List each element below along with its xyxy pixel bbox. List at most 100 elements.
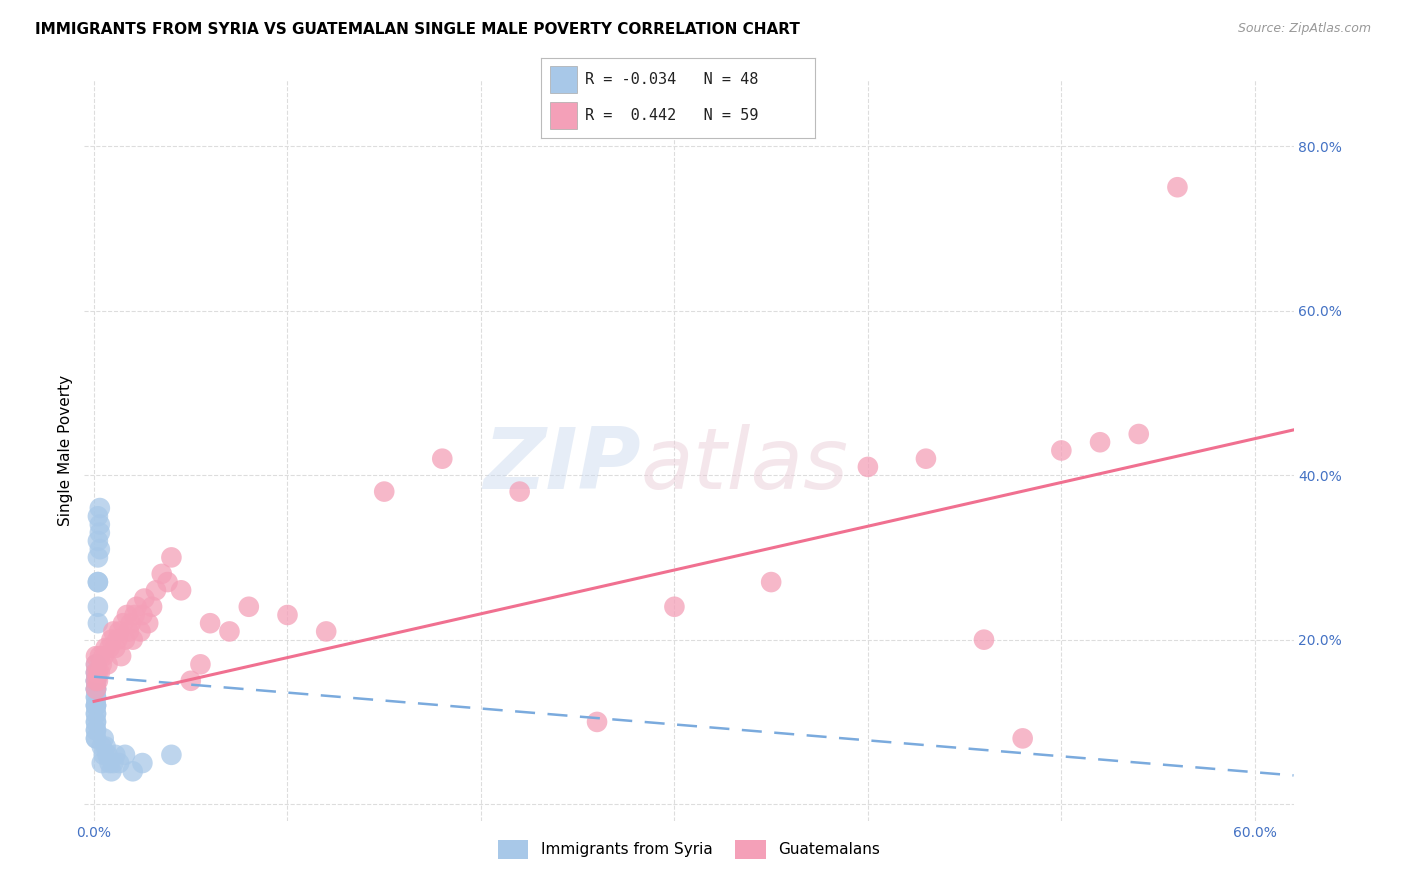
Point — [110, 649, 132, 664]
Point — [156, 575, 179, 590]
Point — [84, 698, 107, 713]
Point — [1128, 427, 1150, 442]
Point — [160, 747, 183, 762]
Point — [180, 673, 202, 688]
Point — [373, 484, 395, 499]
Point — [118, 624, 141, 639]
Point — [84, 665, 107, 680]
Point — [84, 665, 107, 680]
Point — [84, 690, 107, 705]
Point — [87, 665, 110, 680]
Point — [915, 451, 938, 466]
Point — [84, 681, 107, 696]
Point — [104, 747, 127, 762]
Point — [509, 484, 531, 499]
Point — [84, 657, 107, 672]
Point — [131, 756, 153, 770]
Point — [87, 575, 110, 590]
Point — [84, 673, 107, 688]
Point — [87, 533, 110, 548]
Point — [131, 607, 153, 622]
Point — [84, 681, 107, 696]
Point — [170, 583, 193, 598]
Text: Source: ZipAtlas.com: Source: ZipAtlas.com — [1237, 22, 1371, 36]
Point — [1088, 435, 1111, 450]
Point — [84, 665, 107, 680]
Y-axis label: Single Male Poverty: Single Male Poverty — [58, 375, 73, 526]
Point — [84, 706, 107, 721]
Point — [100, 764, 122, 779]
Point — [89, 517, 111, 532]
Point — [84, 698, 107, 713]
Point — [120, 616, 142, 631]
Text: R =  0.442   N = 59: R = 0.442 N = 59 — [585, 108, 759, 123]
Point — [103, 756, 125, 770]
Point — [93, 649, 115, 664]
Point — [87, 599, 110, 614]
Point — [89, 525, 111, 540]
Bar — [550, 103, 576, 128]
Point — [84, 681, 107, 696]
Point — [84, 723, 107, 738]
Point — [108, 624, 131, 639]
Point — [84, 714, 107, 729]
Point — [84, 731, 107, 746]
Point — [97, 747, 120, 762]
Point — [84, 706, 107, 721]
Point — [141, 599, 163, 614]
Point — [315, 624, 337, 639]
Point — [84, 681, 107, 696]
Point — [129, 624, 152, 639]
Point — [160, 550, 183, 565]
Point — [115, 607, 138, 622]
Point — [90, 657, 112, 672]
Point — [97, 657, 120, 672]
Point — [125, 599, 148, 614]
Point — [94, 739, 117, 754]
Point — [586, 714, 609, 729]
Point — [84, 690, 107, 705]
Point — [114, 747, 136, 762]
Point — [90, 756, 112, 770]
Point — [103, 624, 125, 639]
Point — [136, 616, 159, 631]
Point — [1011, 731, 1033, 746]
Point — [105, 632, 128, 647]
Point — [190, 657, 212, 672]
Point — [198, 616, 221, 631]
Text: IMMIGRANTS FROM SYRIA VS GUATEMALAN SINGLE MALE POVERTY CORRELATION CHART: IMMIGRANTS FROM SYRIA VS GUATEMALAN SING… — [35, 22, 800, 37]
Point — [276, 607, 298, 622]
Point — [89, 649, 111, 664]
Text: ZIP: ZIP — [482, 424, 641, 507]
Point — [87, 550, 110, 565]
Point — [94, 640, 117, 655]
Point — [98, 756, 121, 770]
Point — [104, 640, 127, 655]
Point — [87, 673, 110, 688]
Point — [1050, 443, 1073, 458]
Text: R = -0.034   N = 48: R = -0.034 N = 48 — [585, 71, 759, 87]
Bar — [550, 66, 576, 93]
Point — [121, 632, 143, 647]
Point — [93, 747, 115, 762]
Point — [432, 451, 454, 466]
Point — [100, 632, 122, 647]
Point — [218, 624, 240, 639]
Point — [134, 591, 156, 606]
Point — [84, 723, 107, 738]
Text: atlas: atlas — [641, 424, 849, 507]
Point — [664, 599, 686, 614]
Point — [84, 673, 107, 688]
Point — [84, 649, 107, 664]
Point — [150, 566, 173, 581]
Point — [121, 764, 143, 779]
Point — [87, 575, 110, 590]
Point — [84, 731, 107, 746]
Legend: Immigrants from Syria, Guatemalans: Immigrants from Syria, Guatemalans — [492, 834, 886, 865]
Point — [856, 459, 879, 474]
Point — [89, 542, 111, 557]
Point — [238, 599, 260, 614]
Point — [124, 607, 146, 622]
Point — [90, 739, 112, 754]
Point — [87, 509, 110, 524]
